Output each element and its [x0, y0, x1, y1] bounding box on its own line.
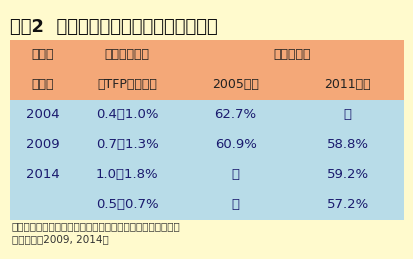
- Text: 1.0～1.8%: 1.0～1.8%: [96, 169, 158, 182]
- Text: 2011基準: 2011基準: [324, 78, 370, 91]
- Text: 見通し: 見通し: [31, 48, 54, 61]
- Bar: [10, 70, 403, 100]
- Text: 全要素生産性: 全要素生産性: [104, 48, 150, 61]
- Bar: [10, 40, 403, 70]
- Text: （資料）厚生労働省年金局数理課「財政検証結果レポート」: （資料）厚生労働省年金局数理課「財政検証結果レポート」: [12, 221, 180, 231]
- Text: －: －: [231, 198, 239, 212]
- Text: 図表2  過去の将来見通しでの労働分配率: 図表2 過去の将来見通しでの労働分配率: [10, 18, 217, 36]
- Text: 作成年: 作成年: [31, 78, 54, 91]
- Text: （2009, 2014）: （2009, 2014）: [12, 234, 109, 244]
- Text: 2005基準: 2005基準: [211, 78, 259, 91]
- Text: 0.4～1.0%: 0.4～1.0%: [96, 109, 158, 121]
- Text: 0.5～0.7%: 0.5～0.7%: [96, 198, 158, 212]
- Text: 2009: 2009: [26, 139, 59, 152]
- Text: 59.2%: 59.2%: [326, 169, 368, 182]
- Text: （TFP）上昇率: （TFP）上昇率: [97, 78, 157, 91]
- Text: 2014: 2014: [26, 169, 59, 182]
- Bar: [10, 100, 403, 220]
- Text: 60.9%: 60.9%: [214, 139, 256, 152]
- Text: 労働分配率: 労働分配率: [272, 48, 310, 61]
- Text: －: －: [231, 169, 239, 182]
- Text: －: －: [343, 109, 351, 121]
- Text: 62.7%: 62.7%: [214, 109, 256, 121]
- Text: 2004: 2004: [26, 109, 59, 121]
- Text: 0.7～1.3%: 0.7～1.3%: [95, 139, 158, 152]
- Text: 58.8%: 58.8%: [326, 139, 368, 152]
- Text: 57.2%: 57.2%: [326, 198, 368, 212]
